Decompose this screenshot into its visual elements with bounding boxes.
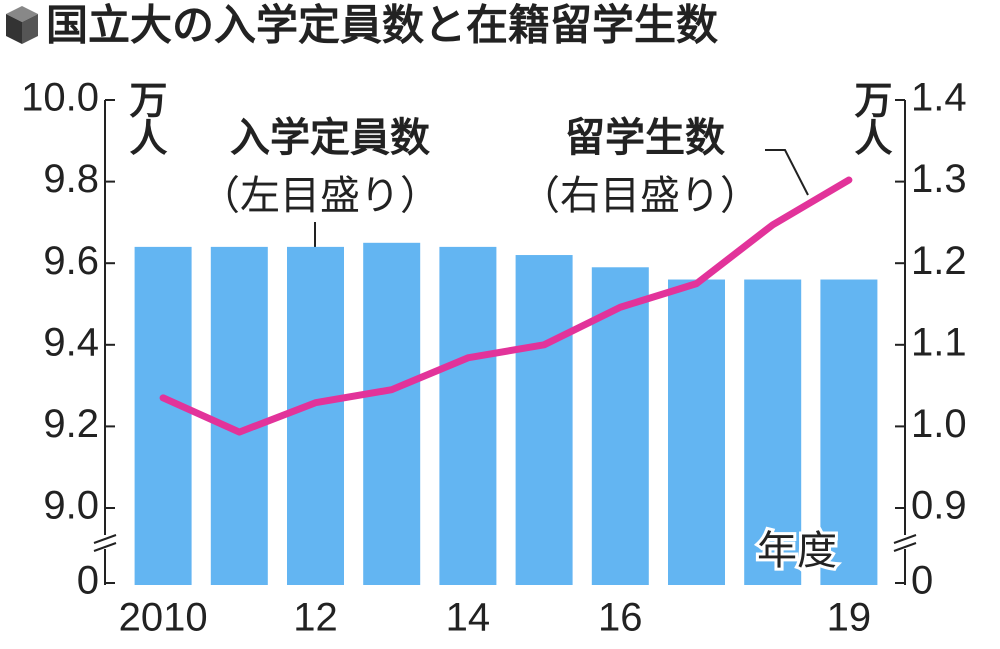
y2-unit: 万人 [848, 80, 892, 156]
tick-label: 9.6 [43, 239, 99, 283]
x-tick-label: 19 [827, 596, 872, 640]
bar [287, 246, 344, 585]
tick-label: 1.4 [911, 76, 967, 120]
tick-label: 1.3 [911, 157, 967, 201]
series-label: 留学生数 [565, 115, 725, 161]
series-note: （右目盛り） [520, 173, 760, 219]
tick-label: 1.1 [911, 320, 967, 364]
tick-label: 0 [77, 559, 99, 603]
bar [210, 246, 268, 585]
axis-break [93, 534, 917, 552]
bar [668, 279, 725, 585]
series-note: （左目盛り） [200, 173, 440, 219]
tick-label: 10.0 [21, 76, 99, 120]
line [159, 176, 853, 436]
x-tick-label: 2010 [119, 596, 208, 640]
title-icon [6, 6, 38, 44]
tick-label: 9.2 [43, 402, 99, 446]
bar [363, 242, 421, 586]
tick-label: 0 [911, 559, 933, 603]
bar [744, 279, 802, 585]
bar [820, 279, 878, 585]
tick-label: 9.4 [43, 320, 99, 364]
chart-title: 国立大の入学定員数と在籍留学生数 [46, 1, 718, 50]
leader-line [765, 149, 809, 196]
tick-label: 1.2 [911, 239, 967, 283]
x-tick-label: 14 [446, 596, 491, 640]
series-label: 入学定員数 [230, 115, 430, 161]
bar [439, 246, 497, 585]
x-tick-label: 16 [598, 596, 643, 640]
x-tick-label: 12 [293, 596, 338, 640]
tick-label: 0.9 [911, 484, 967, 528]
x-axis-label: 年度 [757, 528, 837, 574]
tick-label: 9.0 [43, 484, 99, 528]
y-unit: 万人 [123, 80, 167, 156]
tick-label: 9.8 [43, 157, 99, 201]
tick-label: 1.0 [911, 402, 967, 446]
bar [134, 246, 192, 585]
bar [515, 255, 573, 586]
